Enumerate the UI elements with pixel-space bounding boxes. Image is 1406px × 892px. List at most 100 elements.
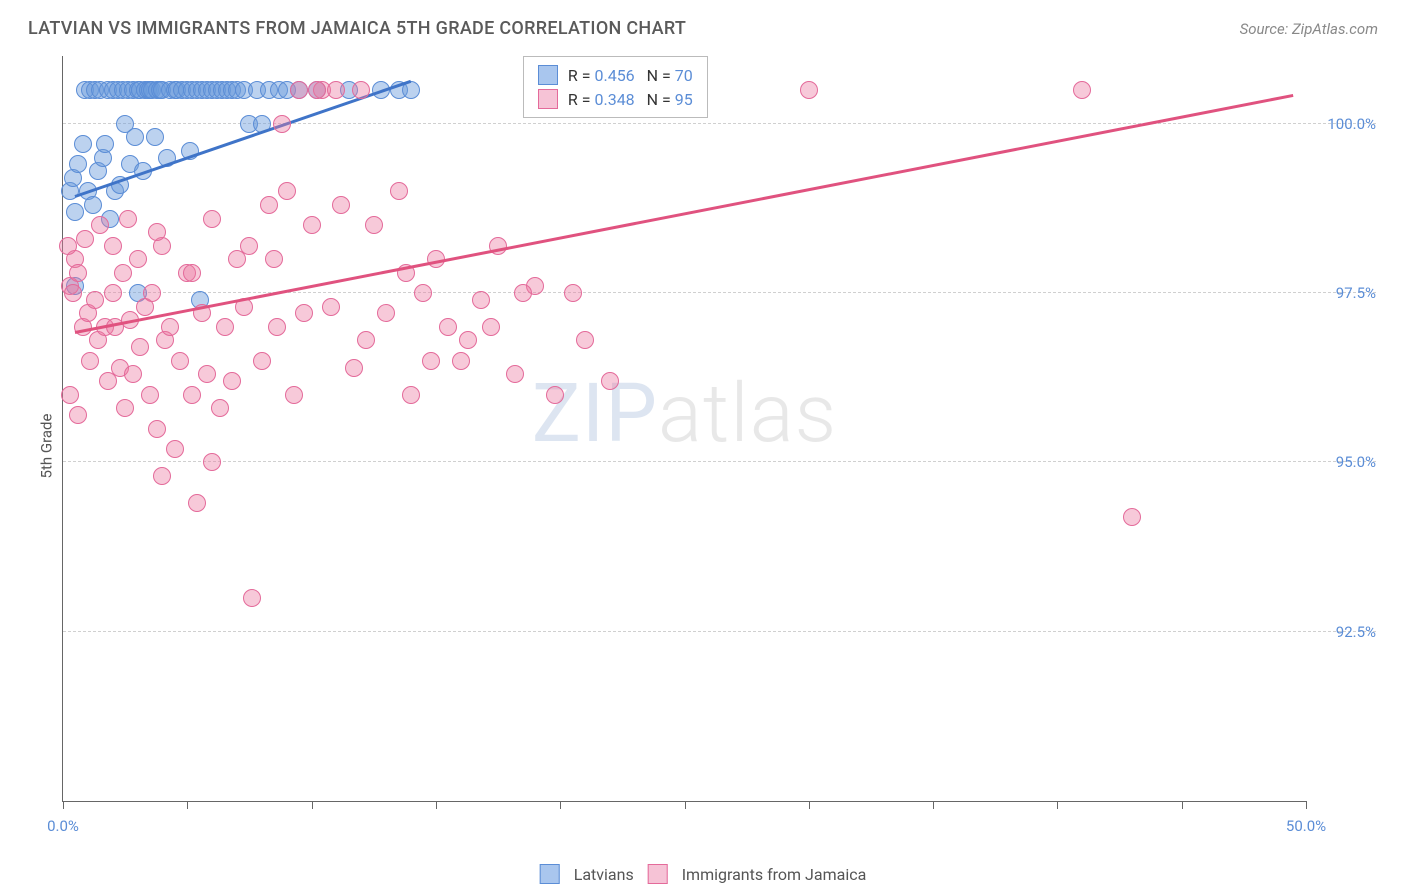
scatter-point bbox=[482, 318, 500, 336]
scatter-point bbox=[74, 135, 92, 153]
scatter-point bbox=[240, 237, 258, 255]
scatter-point bbox=[114, 264, 132, 282]
scatter-point bbox=[365, 216, 383, 234]
scatter-point bbox=[116, 399, 134, 417]
x-tick-label: 0.0% bbox=[47, 817, 79, 835]
scatter-point bbox=[148, 223, 166, 241]
scatter-point bbox=[260, 196, 278, 214]
scatter-point bbox=[285, 386, 303, 404]
scatter-point bbox=[308, 81, 326, 99]
scatter-point bbox=[161, 318, 179, 336]
scatter-point bbox=[546, 386, 564, 404]
scatter-point bbox=[1123, 508, 1141, 526]
scatter-point bbox=[104, 237, 122, 255]
gridline bbox=[63, 461, 1376, 462]
scatter-point bbox=[84, 196, 102, 214]
scatter-point bbox=[61, 386, 79, 404]
header: LATVIAN VS IMMIGRANTS FROM JAMAICA 5TH G… bbox=[0, 0, 1406, 49]
latvians-swatch bbox=[540, 864, 560, 884]
scatter-point bbox=[69, 406, 87, 424]
scatter-point bbox=[422, 352, 440, 370]
x-tick bbox=[685, 801, 686, 809]
scatter-point bbox=[183, 386, 201, 404]
scatter-point bbox=[290, 81, 308, 99]
scatter-point bbox=[1073, 81, 1091, 99]
scatter-point bbox=[126, 128, 144, 146]
x-tick bbox=[933, 801, 934, 809]
scatter-point bbox=[131, 338, 149, 356]
scatter-point bbox=[265, 250, 283, 268]
x-tick-label: 50.0% bbox=[1286, 817, 1326, 835]
y-tick-label: 92.5% bbox=[1336, 623, 1376, 641]
scatter-point bbox=[216, 318, 234, 336]
scatter-point bbox=[66, 203, 84, 221]
legend-stats-text: R = 0.348 N = 95 bbox=[568, 90, 693, 109]
scatter-point bbox=[390, 182, 408, 200]
y-tick-label: 95.0% bbox=[1336, 453, 1376, 471]
scatter-point bbox=[357, 331, 375, 349]
scatter-point bbox=[203, 453, 221, 471]
scatter-point bbox=[576, 331, 594, 349]
scatter-point bbox=[223, 372, 241, 390]
plot-region: ZIPatlas 92.5%95.0%97.5%100.0%0.0%50.0%R… bbox=[62, 56, 1306, 802]
scatter-point bbox=[800, 81, 818, 99]
scatter-point bbox=[295, 304, 313, 322]
scatter-point bbox=[322, 298, 340, 316]
x-tick bbox=[312, 801, 313, 809]
x-tick bbox=[1057, 801, 1058, 809]
scatter-point bbox=[86, 291, 104, 309]
x-tick bbox=[809, 801, 810, 809]
stats-legend-row: R = 0.348 N = 95 bbox=[538, 87, 693, 111]
scatter-point bbox=[91, 216, 109, 234]
scatter-point bbox=[188, 494, 206, 512]
scatter-point bbox=[146, 128, 164, 146]
scatter-point bbox=[345, 359, 363, 377]
scatter-point bbox=[143, 284, 161, 302]
gridline bbox=[63, 631, 1376, 632]
scatter-point bbox=[166, 440, 184, 458]
scatter-point bbox=[198, 365, 216, 383]
scatter-point bbox=[377, 304, 395, 322]
scatter-point bbox=[268, 318, 286, 336]
chart-title: LATVIAN VS IMMIGRANTS FROM JAMAICA 5TH G… bbox=[28, 18, 686, 39]
y-tick-label: 100.0% bbox=[1327, 115, 1376, 133]
x-tick bbox=[560, 801, 561, 809]
scatter-point bbox=[253, 352, 271, 370]
jamaica-swatch bbox=[648, 864, 668, 884]
x-tick bbox=[187, 801, 188, 809]
scatter-point bbox=[452, 352, 470, 370]
scatter-point bbox=[472, 291, 490, 309]
scatter-point bbox=[148, 420, 166, 438]
scatter-point bbox=[119, 210, 137, 228]
scatter-point bbox=[76, 230, 94, 248]
scatter-point bbox=[69, 264, 87, 282]
chart-area: ZIPatlas 92.5% 95.0% 97.5% 100.0% 0.0% 50.0% R… bbox=[48, 56, 1386, 842]
x-tick bbox=[1182, 801, 1183, 809]
watermark: ZIPatlas bbox=[532, 366, 837, 462]
scatter-point bbox=[124, 365, 142, 383]
scatter-point bbox=[278, 182, 296, 200]
scatter-point bbox=[439, 318, 457, 336]
scatter-point bbox=[414, 284, 432, 302]
scatter-point bbox=[327, 81, 345, 99]
scatter-point bbox=[129, 250, 147, 268]
watermark-zip: ZIP bbox=[532, 366, 658, 462]
scatter-point bbox=[332, 196, 350, 214]
scatter-point bbox=[601, 372, 619, 390]
x-tick bbox=[436, 801, 437, 809]
scatter-point bbox=[514, 284, 532, 302]
scatter-point bbox=[81, 352, 99, 370]
scatter-point bbox=[243, 589, 261, 607]
scatter-point bbox=[183, 264, 201, 282]
legend-swatch bbox=[538, 89, 558, 109]
scatter-point bbox=[153, 467, 171, 485]
scatter-point bbox=[352, 81, 370, 99]
legend-stats-text: R = 0.456 N = 70 bbox=[568, 66, 693, 85]
scatter-point bbox=[59, 237, 77, 255]
scatter-point bbox=[203, 210, 221, 228]
scatter-point bbox=[273, 115, 291, 133]
stats-legend-row: R = 0.456 N = 70 bbox=[538, 63, 693, 87]
scatter-point bbox=[459, 331, 477, 349]
scatter-point bbox=[506, 365, 524, 383]
y-tick-label: 97.5% bbox=[1336, 284, 1376, 302]
